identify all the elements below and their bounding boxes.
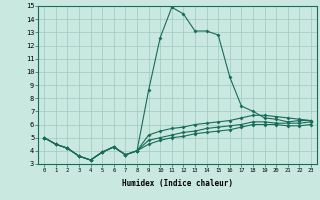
X-axis label: Humidex (Indice chaleur): Humidex (Indice chaleur) [122, 179, 233, 188]
